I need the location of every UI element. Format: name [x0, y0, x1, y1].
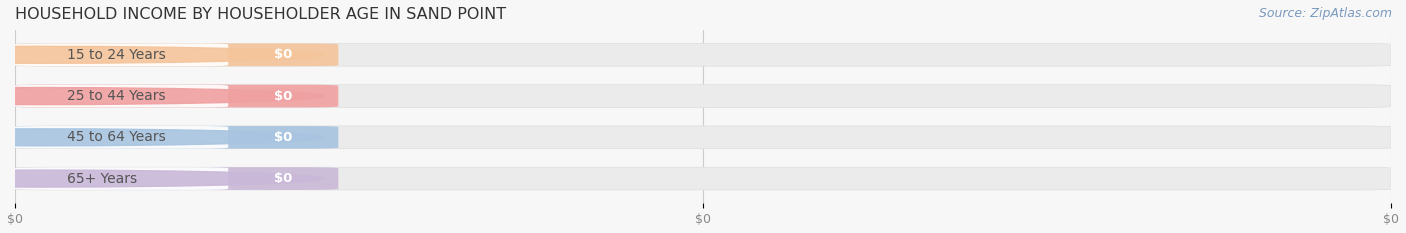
Circle shape [0, 129, 323, 146]
Circle shape [0, 170, 323, 187]
Circle shape [0, 46, 323, 63]
Text: $0: $0 [274, 48, 292, 61]
Text: $0: $0 [274, 172, 292, 185]
Text: 65+ Years: 65+ Years [67, 171, 138, 185]
FancyBboxPatch shape [15, 44, 339, 66]
FancyBboxPatch shape [15, 44, 1391, 66]
Circle shape [0, 88, 323, 105]
Text: $0: $0 [274, 131, 292, 144]
Text: Source: ZipAtlas.com: Source: ZipAtlas.com [1258, 7, 1392, 20]
FancyBboxPatch shape [15, 85, 1391, 107]
Text: 25 to 44 Years: 25 to 44 Years [67, 89, 166, 103]
FancyBboxPatch shape [15, 167, 228, 190]
FancyBboxPatch shape [15, 126, 339, 149]
FancyBboxPatch shape [15, 126, 228, 149]
FancyBboxPatch shape [15, 85, 339, 107]
Text: 15 to 24 Years: 15 to 24 Years [67, 48, 166, 62]
FancyBboxPatch shape [15, 126, 1391, 149]
Text: HOUSEHOLD INCOME BY HOUSEHOLDER AGE IN SAND POINT: HOUSEHOLD INCOME BY HOUSEHOLDER AGE IN S… [15, 7, 506, 22]
FancyBboxPatch shape [15, 167, 1391, 190]
Text: $0: $0 [274, 89, 292, 103]
Text: 45 to 64 Years: 45 to 64 Years [67, 130, 166, 144]
FancyBboxPatch shape [15, 44, 228, 66]
FancyBboxPatch shape [15, 167, 339, 190]
FancyBboxPatch shape [15, 85, 228, 107]
